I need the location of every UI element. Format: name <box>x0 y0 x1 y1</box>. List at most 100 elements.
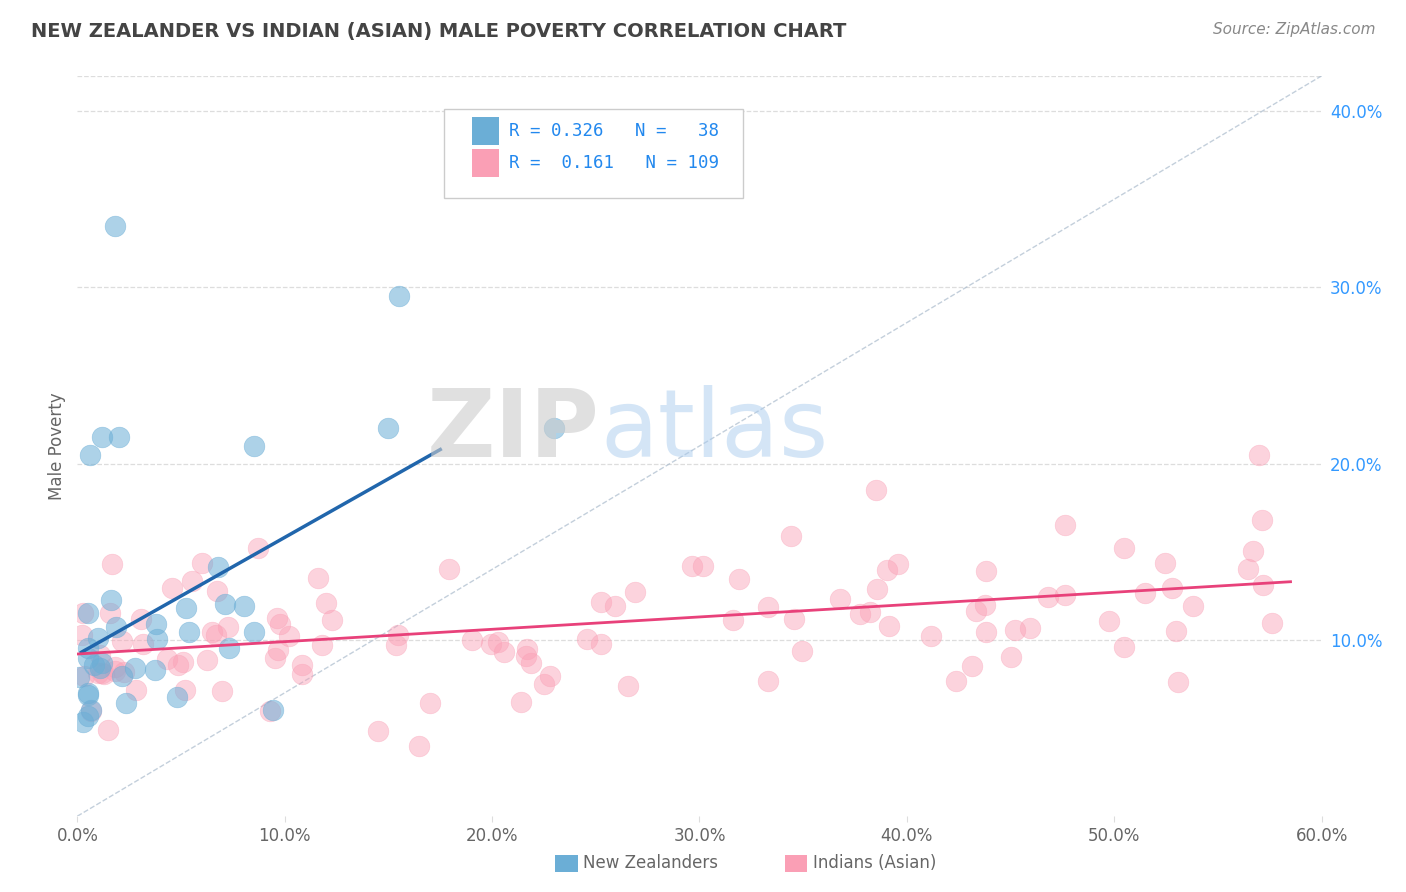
Y-axis label: Male Poverty: Male Poverty <box>48 392 66 500</box>
Point <box>80 704 103 718</box>
Point <box>377 421 399 435</box>
Point <box>408 739 430 753</box>
Point <box>205 583 228 598</box>
Point <box>146 632 169 646</box>
Bar <box>472 117 499 145</box>
Point <box>1161 582 1184 596</box>
Point <box>246 541 269 555</box>
Point <box>1166 624 1188 639</box>
Point <box>259 704 281 718</box>
Point <box>242 624 264 639</box>
Point <box>115 696 138 710</box>
Point <box>1251 513 1274 527</box>
Point <box>73 668 96 682</box>
Point <box>1237 562 1260 576</box>
Point <box>543 421 565 435</box>
Point <box>591 595 613 609</box>
Point <box>419 696 441 710</box>
Point <box>385 638 408 652</box>
Point <box>104 660 127 674</box>
Point <box>1261 615 1284 630</box>
Point <box>97 723 120 738</box>
Point <box>107 430 129 444</box>
Point <box>1004 623 1026 637</box>
Point <box>125 683 148 698</box>
Point <box>291 667 314 681</box>
Point <box>387 628 409 642</box>
Point <box>1167 674 1189 689</box>
Point <box>177 625 200 640</box>
Point <box>266 611 288 625</box>
Point <box>160 581 183 595</box>
Point <box>591 637 613 651</box>
Point <box>486 635 509 649</box>
Point <box>91 430 114 444</box>
Point <box>76 709 98 723</box>
Point <box>89 661 111 675</box>
Point <box>538 668 561 682</box>
Point <box>974 598 997 612</box>
Point <box>780 529 803 543</box>
FancyBboxPatch shape <box>444 109 742 198</box>
Point <box>145 616 167 631</box>
Point <box>111 669 134 683</box>
Point <box>437 562 460 576</box>
Point <box>681 559 703 574</box>
Point <box>87 665 110 680</box>
Point <box>218 641 240 656</box>
Bar <box>472 149 499 178</box>
Point <box>321 613 343 627</box>
Point <box>104 664 127 678</box>
Point <box>974 565 997 579</box>
Point <box>945 673 967 688</box>
Point <box>104 219 127 233</box>
Point <box>76 689 98 703</box>
Point <box>1097 615 1119 629</box>
Point <box>692 558 714 573</box>
Point <box>1249 448 1271 462</box>
Point <box>76 607 98 621</box>
Point <box>1053 588 1076 602</box>
Point <box>516 642 538 657</box>
Point <box>533 677 555 691</box>
Point <box>76 686 98 700</box>
Point <box>756 600 779 615</box>
Point <box>77 641 100 656</box>
Point <box>1019 621 1042 635</box>
Point <box>920 629 942 643</box>
Point <box>277 629 299 643</box>
Point <box>143 663 166 677</box>
Text: Source: ZipAtlas.com: Source: ZipAtlas.com <box>1212 22 1375 37</box>
Point <box>1036 591 1059 605</box>
Point <box>756 674 779 689</box>
Point <box>886 557 908 571</box>
Point <box>89 648 111 663</box>
Point <box>315 595 337 609</box>
Point <box>112 665 135 679</box>
Point <box>269 617 291 632</box>
Point <box>98 607 121 621</box>
Point <box>623 585 645 599</box>
Point <box>865 483 887 497</box>
Point <box>72 714 94 729</box>
Point <box>263 650 285 665</box>
Point <box>242 439 264 453</box>
Point <box>124 661 146 675</box>
Point <box>1241 543 1264 558</box>
Point <box>214 597 236 611</box>
Point <box>1114 541 1136 555</box>
Point <box>207 560 229 574</box>
Point <box>291 658 314 673</box>
Point <box>1182 599 1205 613</box>
Point <box>1154 556 1177 570</box>
Point <box>205 628 228 642</box>
Point <box>129 612 152 626</box>
Point <box>83 657 105 672</box>
Point <box>111 634 134 648</box>
Point <box>828 591 851 606</box>
Point <box>603 599 626 613</box>
Point <box>86 631 108 645</box>
Point <box>307 571 329 585</box>
Point <box>190 556 212 570</box>
Point <box>67 671 90 685</box>
